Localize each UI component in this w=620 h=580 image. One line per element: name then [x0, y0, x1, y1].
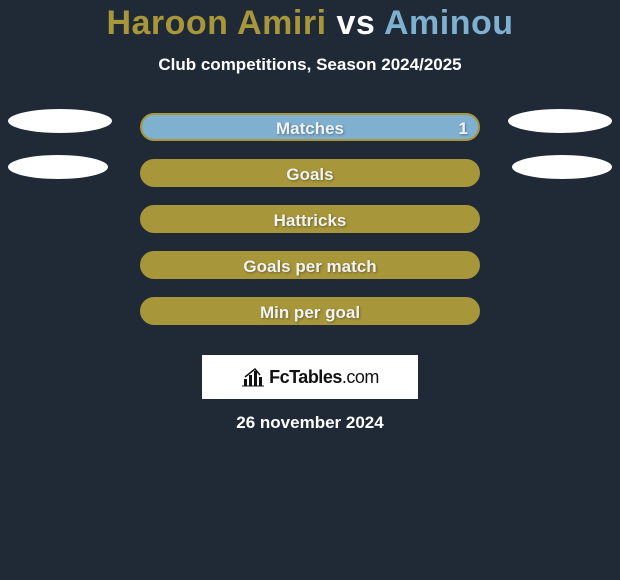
stat-row: Goals	[0, 159, 620, 205]
title-vs: vs	[336, 4, 375, 42]
subtitle: Club competitions, Season 2024/2025	[0, 55, 620, 75]
brand-name: FcTables	[269, 367, 342, 387]
player-marker-left	[8, 109, 112, 133]
comparison-infographic: Haroon Amiri vs Aminou Club competitions…	[0, 0, 620, 580]
date-text: 26 november 2024	[0, 413, 620, 433]
stat-bar: Goals	[140, 159, 480, 187]
brand-suffix: .com	[342, 367, 379, 387]
stat-row: Goals per match	[0, 251, 620, 297]
stat-label: Goals	[286, 165, 333, 185]
stat-value-right: 1	[459, 119, 468, 139]
player-marker-left	[8, 155, 108, 179]
title-player1: Haroon Amiri	[106, 4, 326, 42]
stat-bar: Matches 1	[140, 113, 480, 141]
stat-label: Goals per match	[243, 257, 376, 277]
stat-row: Matches 1	[0, 113, 620, 159]
stat-rows: Matches 1 Goals Hattricks Goals per match Min…	[0, 113, 620, 343]
stat-row: Hattricks	[0, 205, 620, 251]
stat-row: Min per goal	[0, 297, 620, 343]
player-marker-right	[512, 155, 612, 179]
brand-text: FcTables.com	[269, 367, 379, 388]
stat-label: Min per goal	[260, 303, 360, 323]
bars-icon	[241, 367, 265, 387]
title-player2: Aminou	[384, 4, 514, 42]
stat-label: Hattricks	[274, 211, 347, 231]
player-marker-right	[508, 109, 612, 133]
page-title: Haroon Amiri vs Aminou	[0, 4, 620, 43]
stat-bar: Hattricks	[140, 205, 480, 233]
stat-label: Matches	[276, 119, 344, 139]
brand-logo: FcTables.com	[202, 355, 418, 399]
stat-bar: Min per goal	[140, 297, 480, 325]
stat-bar: Goals per match	[140, 251, 480, 279]
